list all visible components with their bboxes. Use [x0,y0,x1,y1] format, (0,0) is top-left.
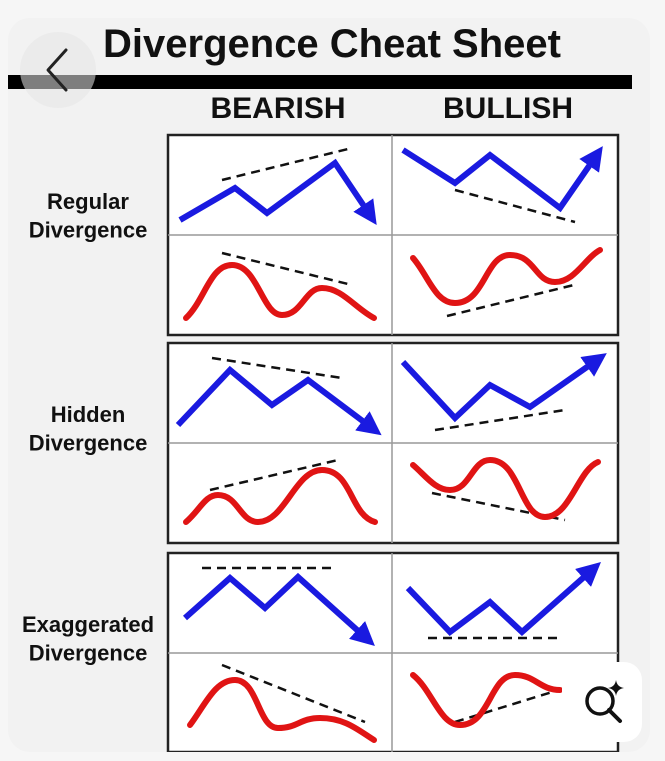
row-label: Exaggerated Divergence [22,612,154,666]
sheet-title: Divergence Cheat Sheet [103,22,561,66]
row-label: Regular Divergence [29,189,148,243]
title-bar [8,75,632,89]
back-button[interactable] [20,32,96,108]
row-labels: Regular Divergence Hidden Divergence Exagg… [22,189,154,666]
image: Divergence Cheat Sheet BEARISH BULLISH R… [8,18,650,752]
grid [166,133,620,752]
column-header: BEARISH [210,92,345,125]
column-header: BULLISH [443,92,573,125]
lens-button[interactable] [562,662,642,742]
diagrams [175,146,607,743]
row-label: Hidden Divergence [29,402,148,456]
